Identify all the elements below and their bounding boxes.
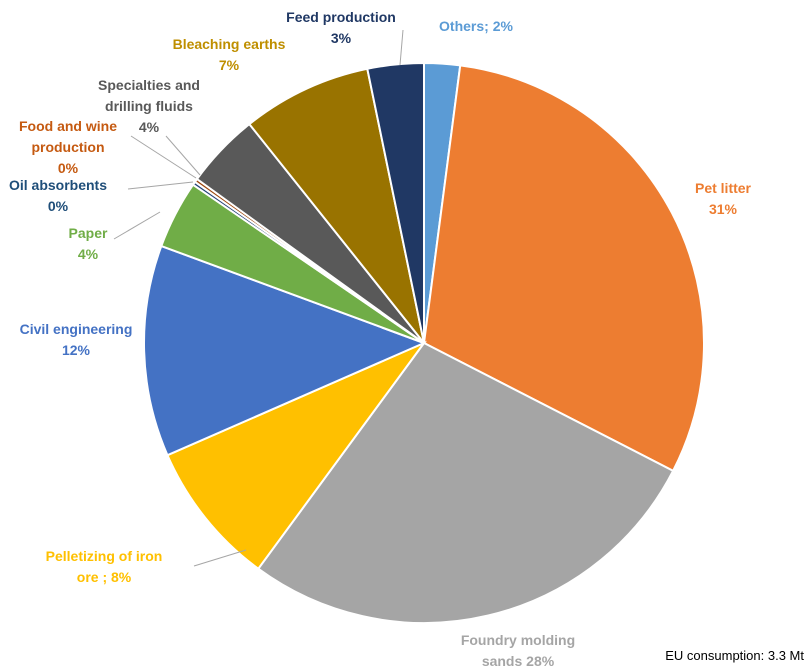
leader-line [193,549,247,567]
slice-label-line: Pelletizing of iron [46,548,163,564]
slice-label-line: drilling fluids [105,98,193,114]
leader-line [127,181,194,190]
slice-label: Paper 4% [69,225,108,262]
slice-label-line: 31% [709,201,738,217]
slice-label-line: 3% [331,30,352,46]
slice-label: Pet litter 31% [695,180,752,217]
slice-label-line: Bleaching earths [173,36,286,52]
pie-slice [143,244,427,457]
slice-label-line: 4% [139,119,160,135]
slice-label-line: sands 28% [482,653,555,667]
slice-label-line: Food and wine [19,118,117,134]
slice-label: Civil engineering 12% [20,321,133,358]
slice-label-line: Others; 2% [439,18,513,34]
slice-label-line: ore ; 8% [77,569,132,585]
slice-label: Foundry molding sands 28% [461,632,575,667]
slice-label-line: Feed production [286,9,396,25]
slice-label-line: Paper [69,225,108,241]
slice-label-line: Oil absorbents [9,177,107,193]
leader-line [165,135,201,176]
slice-label-line: 7% [219,57,240,73]
slice-label-line: 4% [78,246,99,262]
slice-label-line: 12% [62,342,91,358]
pie-slices [143,61,705,624]
pie-slice [422,64,705,473]
pie-slice [247,67,425,344]
slice-labels: Others; 2% Pet litter 31% Foundry molding sa… [9,9,752,667]
leader-line [130,135,197,179]
leader-lines [113,29,404,567]
leader-line [113,211,161,240]
slice-label-line: Specialties and [98,77,200,93]
slice-label-line: Civil engineering [20,321,133,337]
slice-label: Feed production 3% [286,9,396,46]
slice-label-line: Pet litter [695,180,752,196]
pie-slice [256,341,675,624]
slice-label-line: Foundry molding [461,632,575,648]
slice-label: Others; 2% [439,18,513,34]
pie-slice [366,61,425,344]
slice-label: Pelletizing of iron ore ; 8% [46,548,163,585]
slice-label-line: 0% [48,198,69,214]
slice-label-line: 0% [58,160,79,176]
slice-label: Food and wine production 0% [19,118,117,176]
leader-line [399,29,404,66]
slice-label: Bleaching earths 7% [173,36,286,73]
slice-label: Oil absorbents 0% [9,177,107,214]
slice-label: Specialties and drilling fluids 4% [98,77,200,135]
pie-slice [166,340,428,571]
slice-label-line: production [31,139,104,155]
footnote: EU consumption: 3.3 Mt [665,648,804,663]
